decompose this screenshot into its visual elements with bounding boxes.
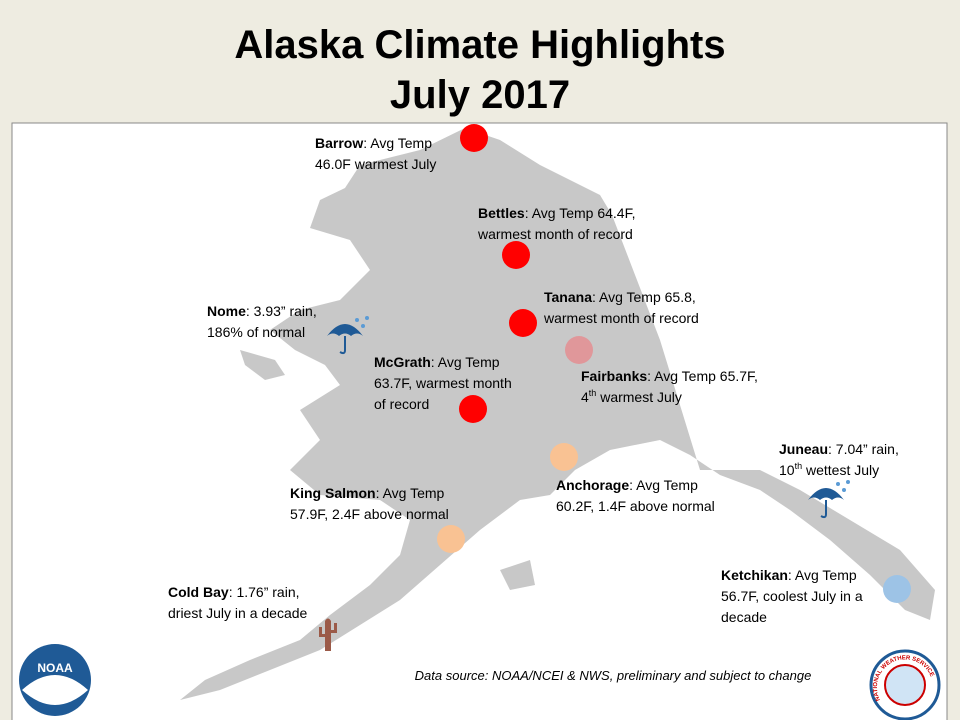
label-text: of record xyxy=(374,396,429,412)
station-label: Ketchikan: Avg Temp 56.7F, coolest July i… xyxy=(721,567,863,625)
label-text: warmest month of record xyxy=(543,310,699,326)
station-label: Fairbanks: Avg Temp 65.7F, 4th warmest Ju… xyxy=(581,368,758,405)
station: McGrath: Avg Temp 63.7F, warmest month of … xyxy=(374,354,512,423)
title: Alaska Climate Highlights xyxy=(234,23,725,67)
temp-marker xyxy=(565,336,593,364)
station-label: Nome: 3.93” rain, 186% of normal xyxy=(207,303,317,340)
station-name: King Salmon xyxy=(290,485,376,501)
rain-drop xyxy=(842,488,846,492)
label-text: warmest July xyxy=(596,389,682,405)
station-name: Ketchikan xyxy=(721,567,788,583)
data-source: Data source: NOAA/NCEI & NWS, preliminar… xyxy=(415,668,812,683)
temp-marker xyxy=(459,395,487,423)
station: Bettles: Avg Temp 64.4F, warmest month of… xyxy=(477,205,635,269)
station-name: Barrow xyxy=(315,135,363,151)
dry-marker xyxy=(319,618,337,651)
label-text: driest July in a decade xyxy=(168,605,308,621)
station: Ketchikan: Avg Temp 56.7F, coolest July i… xyxy=(721,567,911,625)
station-name: Cold Bay xyxy=(168,584,229,600)
noaa-label: NOAA xyxy=(37,661,73,675)
station-label: Cold Bay: 1.76” rain, driest July in a de… xyxy=(168,584,308,621)
label-text: : Avg Temp xyxy=(363,135,432,151)
station: Fairbanks: Avg Temp 65.7F, 4th warmest Ju… xyxy=(565,336,758,405)
label-text: 57.9F, 2.4F above normal xyxy=(290,506,449,522)
station: Nome: 3.93” rain, 186% of normal xyxy=(207,303,369,355)
label-text: : Avg Temp xyxy=(431,354,500,370)
station: Juneau: 7.04” rain, 10th wettest July xyxy=(779,441,899,519)
label-text: 60.2F, 1.4F above normal xyxy=(556,498,715,514)
temp-marker xyxy=(460,124,488,152)
alaska-map xyxy=(180,128,935,700)
temp-marker xyxy=(437,525,465,553)
rain-drop xyxy=(836,482,840,486)
label-text: : Avg Temp 65.7F, xyxy=(647,368,758,384)
label-text: : 1.76” rain, xyxy=(229,584,300,600)
rain-marker xyxy=(808,488,844,500)
rain-drop xyxy=(361,324,365,328)
label-sup: th xyxy=(589,388,597,398)
station: Tanana: Avg Temp 65.8, warmest month of r… xyxy=(509,289,699,337)
station-label: McGrath: Avg Temp 63.7F, warmest month of … xyxy=(374,354,512,412)
station-name: Juneau xyxy=(779,441,828,457)
station-name: Bettles xyxy=(478,205,525,221)
station-label: Bettles: Avg Temp 64.4F, warmest month of… xyxy=(477,205,635,242)
label-text: warmest month of record xyxy=(477,226,633,242)
label-text: : 3.93” rain, xyxy=(246,303,317,319)
temp-marker xyxy=(883,575,911,603)
nws-logo: NATIONAL WEATHER SERVICE xyxy=(869,649,941,720)
label-text: wettest July xyxy=(802,462,879,478)
label-text: : Avg Temp xyxy=(788,567,857,583)
rain-marker xyxy=(327,324,363,336)
station-name: Fairbanks xyxy=(581,368,647,384)
label-text: 4 xyxy=(581,389,589,405)
station-label: Tanana: Avg Temp 65.8, warmest month of r… xyxy=(543,289,699,326)
station-name: Nome xyxy=(207,303,246,319)
label-text: 56.7F, coolest July in a xyxy=(721,588,863,604)
station-label: Anchorage: Avg Temp 60.2F, 1.4F above nor… xyxy=(556,477,715,514)
rain-drop xyxy=(355,318,359,322)
label-text: 10 xyxy=(779,462,795,478)
station: King Salmon: Avg Temp 57.9F, 2.4F above n… xyxy=(290,485,465,553)
rain-marker-handle xyxy=(339,336,346,355)
label-text: 186% of normal xyxy=(207,324,305,340)
noaa-logo: NOAA xyxy=(19,644,91,716)
rain-drop xyxy=(846,480,850,484)
station-label: Juneau: 7.04” rain, 10th wettest July xyxy=(779,441,899,478)
station-name: Tanana xyxy=(544,289,592,305)
label-text: : Avg Temp 64.4F, xyxy=(525,205,636,221)
station: Barrow: Avg Temp 46.0F warmest July xyxy=(315,124,488,172)
rain-drop xyxy=(365,316,369,320)
label-text: 63.7F, warmest month xyxy=(374,375,512,391)
label-text: : 7.04” rain, xyxy=(828,441,899,457)
label-text: decade xyxy=(721,609,767,625)
temp-marker xyxy=(509,309,537,337)
label-text: 46.0F warmest July xyxy=(315,156,436,172)
station-name: McGrath xyxy=(374,354,431,370)
label-text: : Avg Temp xyxy=(629,477,698,493)
station-label: King Salmon: Avg Temp 57.9F, 2.4F above n… xyxy=(290,485,449,522)
station: Cold Bay: 1.76” rain, driest July in a de… xyxy=(168,584,337,651)
label-sup: th xyxy=(795,461,803,471)
label-text: : Avg Temp xyxy=(376,485,445,501)
temp-marker xyxy=(502,241,530,269)
station: Anchorage: Avg Temp 60.2F, 1.4F above nor… xyxy=(550,443,715,514)
station-name: Anchorage xyxy=(556,477,629,493)
rain-marker-handle xyxy=(820,500,827,519)
temp-marker xyxy=(550,443,578,471)
label-text: : Avg Temp 65.8, xyxy=(592,289,696,305)
station-label: Barrow: Avg Temp 46.0F warmest July xyxy=(315,135,436,172)
title: July 2017 xyxy=(390,73,570,117)
